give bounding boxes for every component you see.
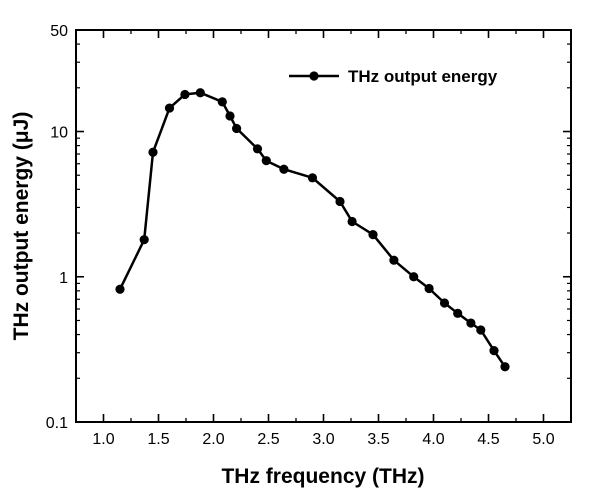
data-point: [139, 235, 149, 245]
x-tick-label: 2.5: [257, 431, 279, 448]
x-axis-label: THz frequency (THz): [221, 465, 424, 488]
data-point: [195, 88, 205, 98]
data-point: [409, 272, 419, 282]
series-line: [118, 91, 507, 368]
data-point: [500, 362, 510, 372]
data-point: [453, 308, 463, 318]
data-point: [279, 164, 289, 174]
data-point: [252, 144, 263, 154]
data-point: [489, 346, 499, 356]
y-tick-label: 0.1: [46, 415, 68, 432]
data-point: [148, 147, 158, 157]
x-tick-label: 2.0: [202, 431, 224, 448]
x-tick-label: 1.0: [92, 431, 114, 448]
x-tick-label: 5.0: [532, 431, 554, 448]
legend: THz output energy: [289, 67, 498, 86]
data-point: [232, 123, 242, 134]
x-tick-label: 4.5: [477, 431, 499, 448]
data-point: [466, 318, 476, 328]
legend-marker-icon: [309, 71, 319, 81]
data-point: [347, 216, 357, 227]
data-point: [225, 111, 235, 121]
data-point: [217, 97, 227, 107]
data-point: [115, 284, 125, 294]
data-point: [335, 196, 345, 207]
data-point: [424, 283, 434, 294]
data-point: [368, 230, 378, 240]
data-point: [476, 325, 486, 335]
y-tick-label: 1: [59, 270, 68, 287]
data-point: [307, 173, 318, 183]
y-tick-label: 10: [50, 125, 68, 142]
y-axis-label: THz output energy (μJ): [10, 112, 33, 341]
x-tick-label: 3.5: [367, 431, 389, 448]
data-point: [439, 298, 450, 308]
y-tick-label: 50: [50, 23, 68, 40]
legend-label: THz output energy: [348, 67, 498, 86]
x-tick-label: 3.0: [312, 431, 334, 448]
data-point: [389, 255, 399, 265]
x-tick-label: 1.5: [147, 431, 169, 448]
plot-frame: [75, 29, 572, 423]
data-point: [164, 103, 175, 113]
data-point: [261, 156, 271, 166]
data-point: [180, 89, 190, 100]
x-tick-label: 4.0: [422, 431, 444, 448]
